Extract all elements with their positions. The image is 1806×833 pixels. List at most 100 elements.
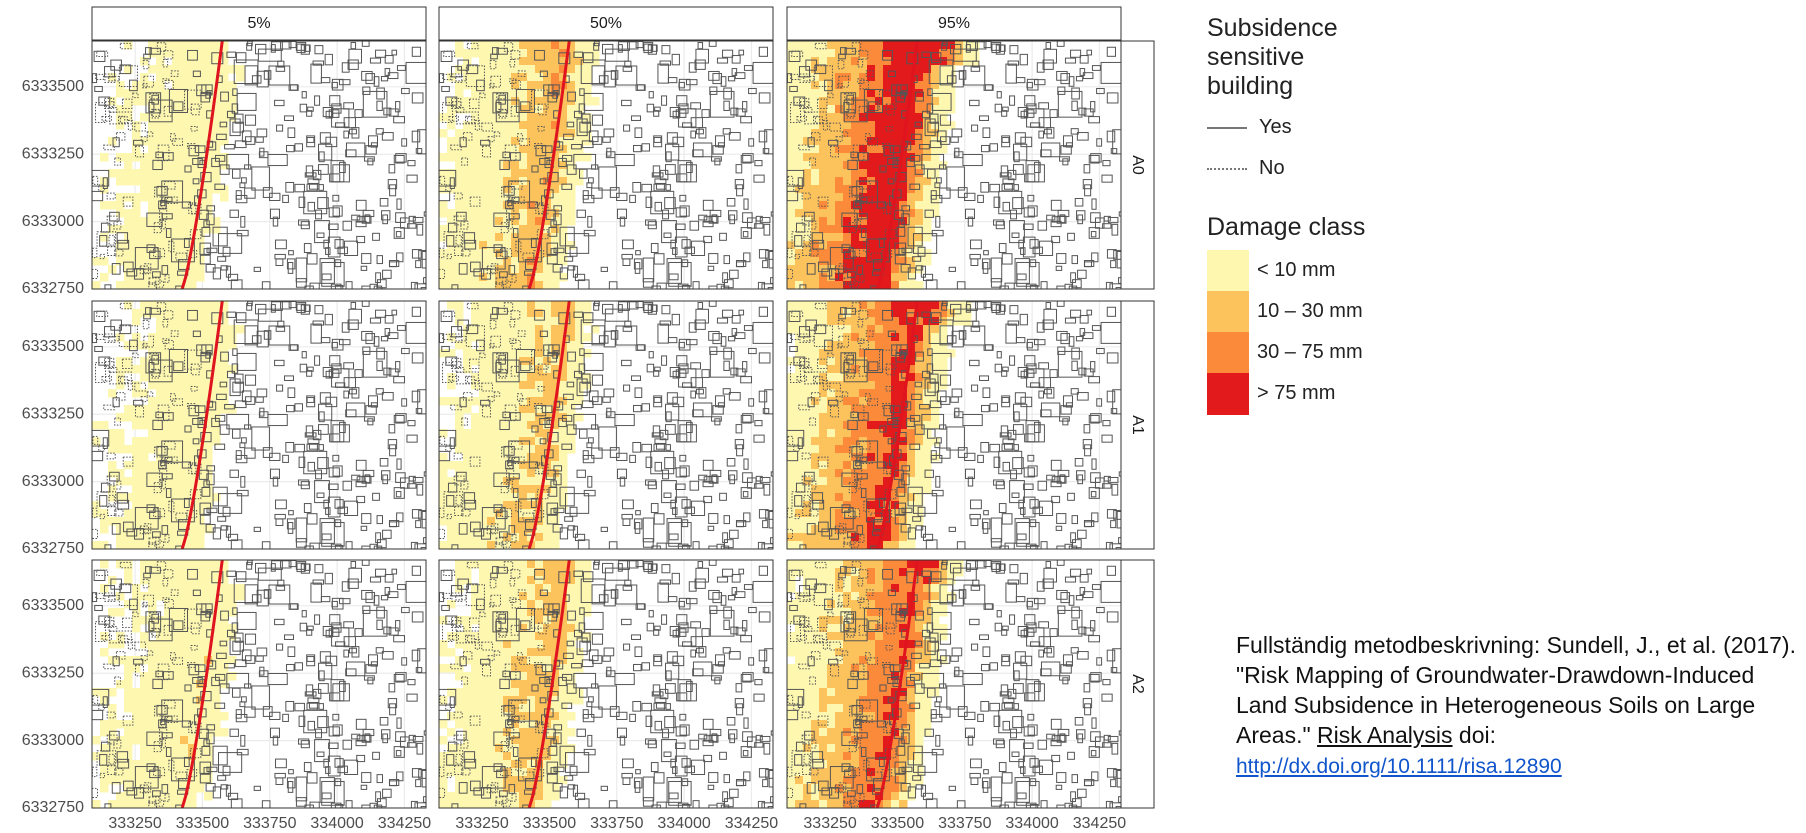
building: [149, 353, 160, 360]
building: [581, 140, 594, 149]
building: [738, 309, 745, 316]
damage-cell: [575, 608, 584, 617]
building: [284, 115, 294, 121]
building: [324, 572, 333, 585]
damage-cell: [551, 648, 560, 657]
building: [661, 220, 677, 244]
building: [173, 361, 184, 372]
damage-cell: [503, 600, 512, 609]
damage-cell: [487, 341, 496, 350]
damage-cell: [188, 113, 197, 122]
damage-cell: [463, 768, 472, 777]
building: [421, 250, 426, 269]
building: [742, 750, 749, 757]
damage-cell: [495, 800, 504, 808]
building: [580, 59, 606, 85]
damage-cell: [140, 249, 149, 258]
building: [92, 507, 98, 519]
damage-cell: [519, 600, 528, 609]
damage-cell: [511, 632, 520, 641]
building: [347, 59, 359, 70]
building: [600, 266, 608, 272]
damage-cell: [487, 281, 496, 289]
building: [496, 307, 508, 315]
building: [161, 197, 167, 209]
building: [393, 673, 405, 683]
damage-cell: [204, 485, 213, 494]
building: [381, 132, 394, 141]
damage-cell: [559, 217, 568, 226]
building: [184, 165, 192, 173]
damage-cell: [487, 249, 496, 258]
building: [132, 611, 139, 618]
damage-cell: [172, 389, 181, 398]
damage-cell: [527, 608, 536, 617]
building: [234, 659, 247, 668]
damage-cell: [551, 41, 560, 50]
building: [287, 262, 294, 274]
building: [270, 304, 276, 313]
damage-cell: [188, 445, 197, 454]
building: [217, 775, 227, 781]
damage-cell: [527, 121, 536, 130]
damage-cell: [204, 616, 213, 625]
building: [451, 326, 462, 338]
building: [464, 499, 477, 510]
damage-cell: [519, 517, 528, 526]
damage-cell: [543, 728, 552, 737]
building: [98, 615, 111, 625]
building: [624, 60, 632, 68]
damage-cell: [575, 97, 584, 106]
building: [108, 494, 115, 506]
building: [364, 214, 371, 224]
building: [663, 232, 672, 238]
building: [411, 46, 421, 57]
damage-cell: [132, 728, 141, 737]
building: [661, 614, 668, 625]
building: [487, 136, 495, 143]
damage-cell: [471, 517, 480, 526]
damage-cell: [471, 73, 480, 82]
building: [152, 531, 161, 538]
damage-cell: [543, 736, 552, 745]
building: [728, 729, 738, 740]
building: [586, 182, 593, 189]
damage-cell: [204, 153, 213, 162]
damage-cell: [116, 241, 125, 250]
building: [106, 711, 116, 719]
damage-cell: [140, 413, 149, 422]
building: [321, 521, 345, 547]
damage-cell: [463, 696, 472, 705]
building: [355, 459, 367, 471]
building: [677, 160, 692, 183]
building: [659, 429, 669, 441]
building: [146, 763, 156, 772]
damage-cell: [108, 608, 117, 617]
damage-cell: [108, 461, 117, 470]
damage-cell: [132, 137, 141, 146]
damage-cell: [519, 349, 528, 358]
damage-cell: [511, 341, 520, 350]
building: [257, 567, 282, 581]
building: [299, 622, 308, 632]
building: [591, 114, 604, 126]
damage-cell: [164, 560, 173, 569]
building: [622, 239, 634, 250]
building: [768, 510, 773, 529]
damage-cell: [220, 325, 229, 334]
building: [573, 51, 584, 58]
damage-cell: [511, 257, 520, 266]
building: [567, 265, 576, 271]
damage-cell: [479, 568, 488, 577]
damage-cell: [92, 752, 101, 761]
damage-cell: [124, 533, 133, 542]
damage-cell: [132, 453, 141, 462]
damage-cell: [527, 217, 536, 226]
building: [728, 470, 738, 481]
damage-cell: [535, 357, 544, 366]
building: [443, 50, 456, 58]
building: [365, 405, 377, 415]
damage-cell: [511, 592, 520, 601]
damage-cell: [164, 301, 173, 310]
damage-cell: [559, 381, 568, 390]
